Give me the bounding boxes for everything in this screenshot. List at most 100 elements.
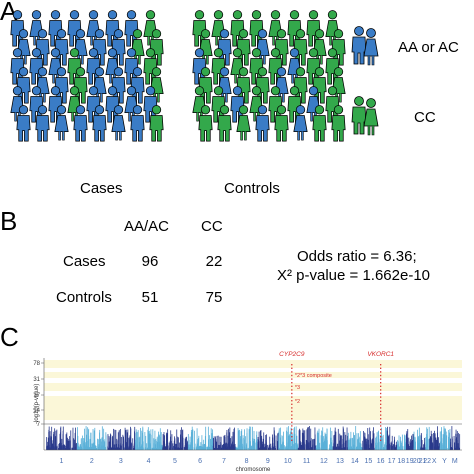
x-tick-label: 21	[419, 458, 427, 465]
legend-cc-icon	[351, 96, 379, 136]
cases-person	[73, 105, 88, 142]
allele-annotation: *2*3 composite	[295, 373, 332, 379]
chromosome-points	[212, 427, 237, 450]
x-tick-label: M	[452, 458, 458, 465]
gene-label: CYP2C9	[279, 351, 305, 358]
chromosome-points	[235, 426, 258, 450]
chromosome-points	[386, 426, 398, 450]
y-tick-label: 78	[33, 361, 40, 367]
cell-cases-cc: 22	[205, 253, 223, 270]
controls-person	[217, 105, 232, 142]
chromosome-points	[374, 427, 388, 450]
x-tick-label: 20	[413, 458, 421, 465]
y-tick-label: 7	[37, 422, 41, 428]
chromosome-points	[420, 432, 426, 450]
chromosome-points	[46, 426, 77, 450]
chromosome-points	[297, 426, 317, 450]
significance-band	[44, 383, 462, 391]
y-axis-label: -log10(p-value)	[34, 384, 40, 424]
p-value-text: X² p-value = 1.662e-10	[277, 267, 431, 284]
controls-person	[255, 105, 270, 142]
highlight-signal	[380, 364, 382, 441]
chromosome-points	[347, 426, 363, 450]
chromosome-points	[425, 426, 430, 450]
chromosome-points	[162, 427, 189, 450]
legend-aa-ac-female	[363, 28, 379, 66]
chromosome-points	[107, 426, 136, 450]
controls-person	[198, 105, 213, 142]
x-tick-label: 16	[377, 458, 385, 465]
x-tick-label: Y	[442, 458, 447, 465]
cell-controls-aa-ac: 51	[141, 289, 159, 306]
gene-label: VKORC1	[367, 351, 394, 358]
y-tick-label: 31	[33, 377, 40, 383]
row-label-controls: Controls	[56, 289, 112, 306]
col-header-cc: CC	[201, 218, 223, 235]
x-tick-label: 15	[365, 458, 373, 465]
chromosome-points	[187, 426, 213, 450]
x-tick-label: 2	[90, 458, 94, 465]
chromosome-points	[362, 427, 375, 450]
x-tick-label: 14	[351, 458, 359, 465]
x-tick-label: 6	[198, 458, 202, 465]
y-tick-label: 17	[33, 393, 40, 399]
cases-label: Cases	[80, 180, 123, 197]
x-tick-label: 4	[147, 458, 151, 465]
allele-annotation: *2	[295, 399, 300, 405]
controls-person	[331, 105, 346, 142]
chromosome-points	[315, 427, 333, 450]
chromosome-points	[257, 427, 279, 450]
x-tick-label: 9	[266, 458, 270, 465]
chromosome-points	[413, 427, 421, 450]
cases-person	[16, 105, 31, 142]
controls-person	[312, 105, 327, 142]
col-header-aa-ac: AA/AC	[124, 218, 170, 235]
significance-band	[44, 396, 462, 420]
panel-a-letter: A	[0, 0, 18, 26]
significance-band	[44, 372, 462, 378]
legend-aa-ac-male	[351, 26, 367, 65]
x-tick-label: 7	[222, 458, 226, 465]
x-tick-label: 22	[423, 458, 431, 465]
cell-cases-aa-ac: 96	[141, 253, 159, 270]
controls-person	[274, 105, 289, 142]
cases-person	[92, 105, 107, 142]
row-label-cases: Cases	[63, 253, 106, 270]
chromosome-points	[278, 426, 299, 450]
controls-label: Controls	[224, 180, 280, 197]
cases-person	[111, 105, 126, 141]
x-tick-label: 8	[245, 458, 249, 465]
cases-person	[73, 67, 88, 104]
cases-person	[10, 86, 25, 122]
cell-controls-cc: 75	[205, 289, 223, 306]
chromosome-points	[406, 429, 415, 450]
x-tick-label: 17	[388, 458, 396, 465]
chromosome-points	[429, 426, 441, 450]
x-tick-label: 18	[397, 458, 405, 465]
x-tick-label: 10	[284, 458, 292, 465]
chromosome-points	[76, 426, 107, 450]
x-tick-label: 19	[406, 458, 414, 465]
legend-cc-label: CC	[414, 109, 436, 126]
controls-people-grid	[192, 10, 346, 142]
highlight-signal	[291, 364, 293, 441]
significance-band	[44, 360, 462, 368]
legend-cc-female	[363, 98, 379, 136]
x-tick-label: 11	[303, 458, 310, 465]
x-axis-label: chromosome	[236, 467, 271, 473]
cases-person	[130, 105, 145, 142]
chromosome-points	[449, 426, 461, 450]
cases-person	[149, 105, 164, 142]
odds-ratio-text: Odds ratio = 6.36;	[297, 248, 417, 265]
cases-people-grid	[10, 10, 164, 142]
y-tick-label: 14	[33, 408, 40, 414]
legend-cc-male	[351, 96, 367, 135]
x-tick-label: 5	[173, 458, 177, 465]
cases-person	[35, 105, 50, 142]
allele-annotation: *3	[295, 385, 300, 391]
controls-person	[293, 105, 308, 141]
controls-person	[236, 105, 251, 141]
cases-person	[54, 105, 69, 141]
chromosome-points	[439, 426, 451, 450]
legend-aa-ac-label: AA or AC	[398, 39, 459, 56]
